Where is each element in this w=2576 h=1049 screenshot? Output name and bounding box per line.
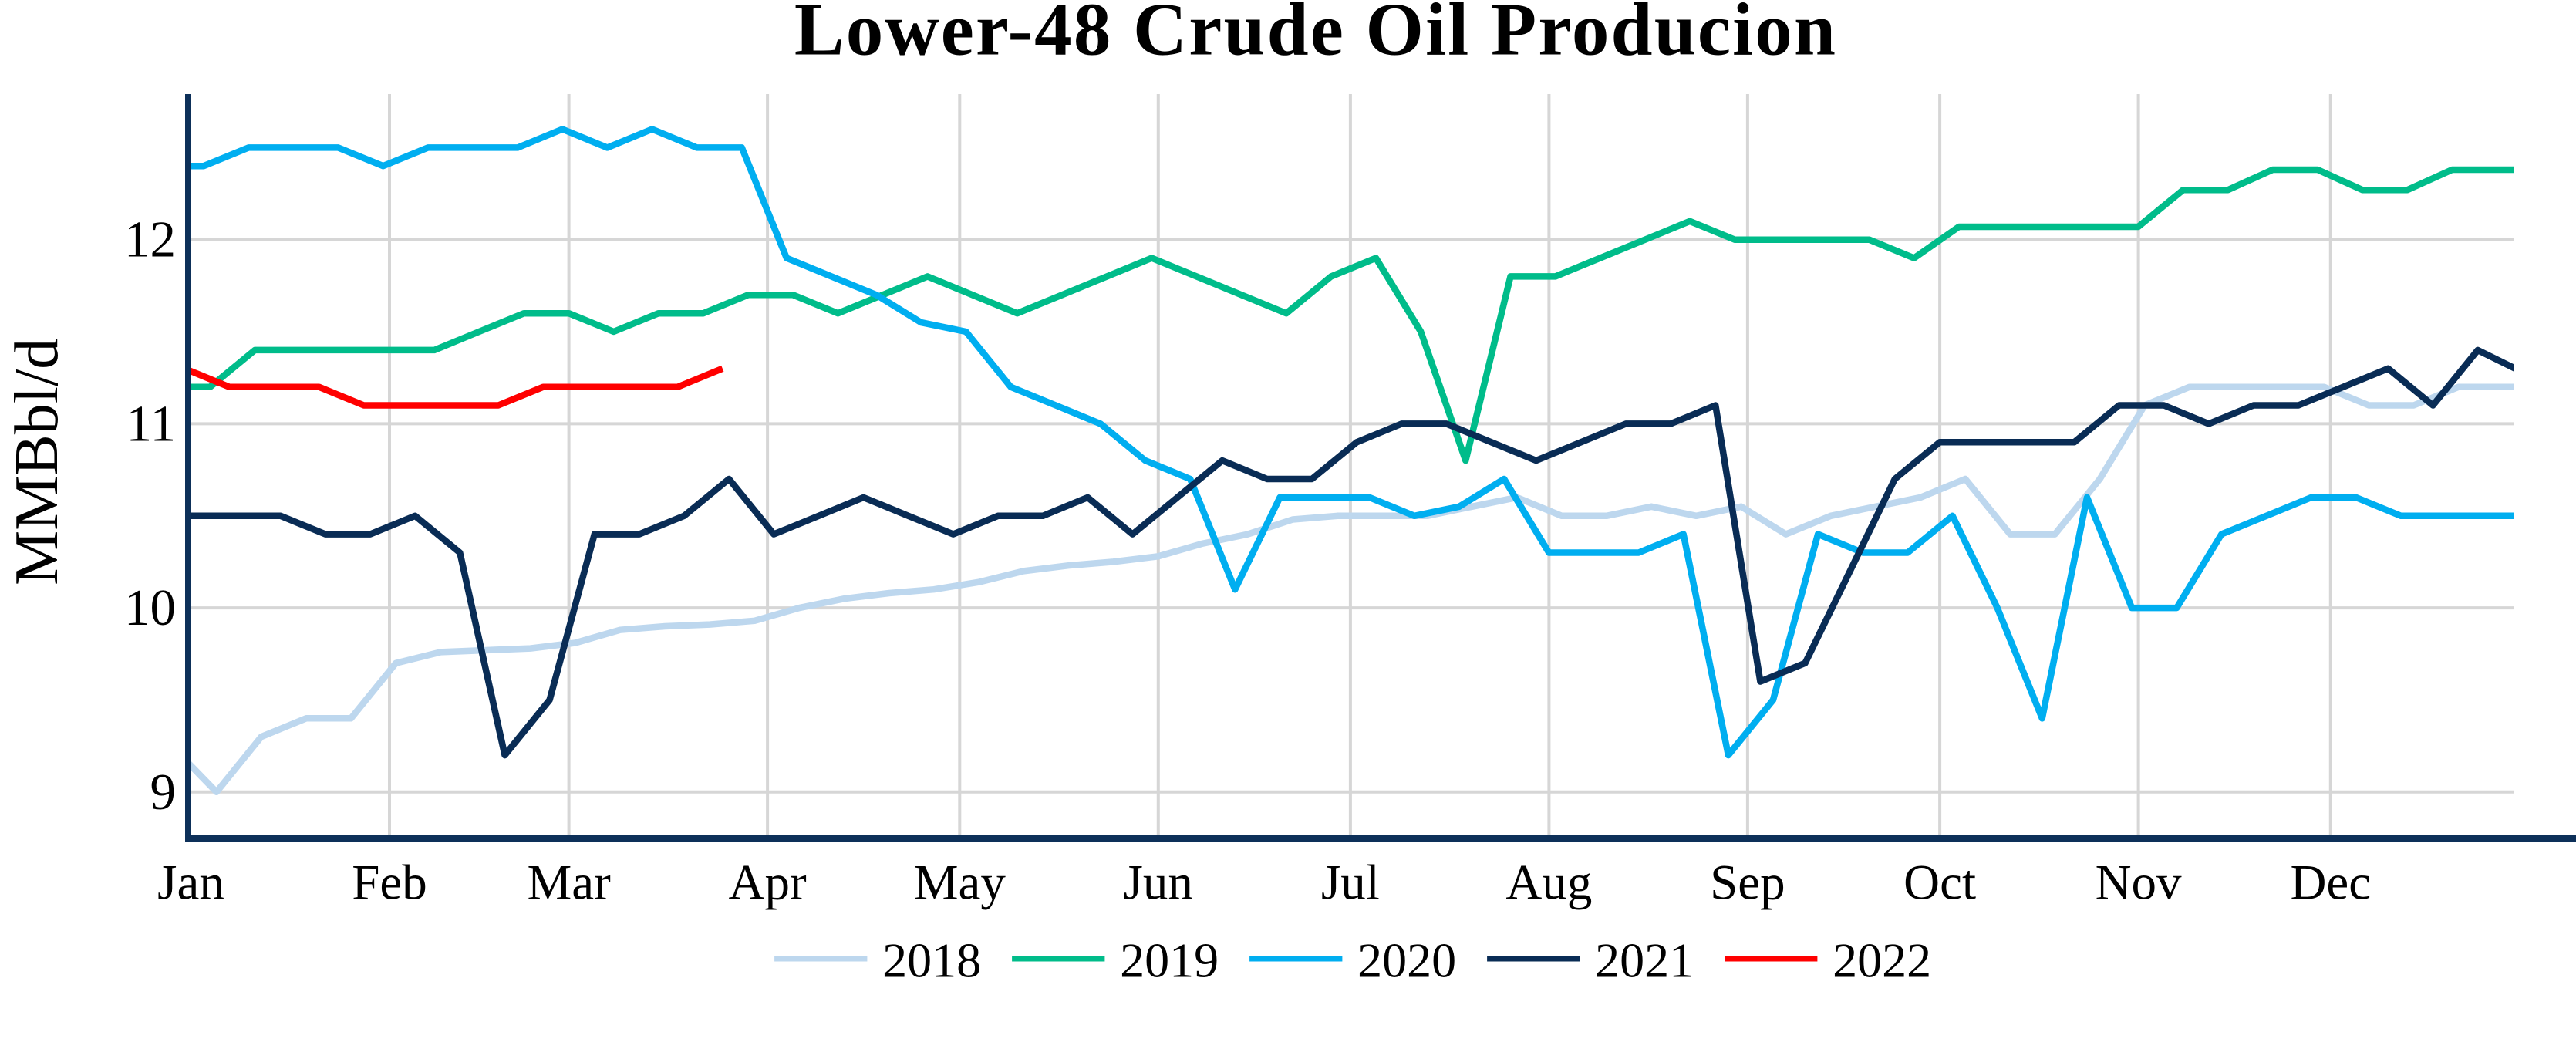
svg-text:2020: 2020 bbox=[1357, 933, 1456, 988]
svg-text:Mar: Mar bbox=[527, 855, 611, 910]
svg-text:9: 9 bbox=[150, 764, 177, 821]
svg-text:Jul: Jul bbox=[1321, 855, 1380, 910]
svg-text:Apr: Apr bbox=[729, 855, 807, 910]
svg-text:Sep: Sep bbox=[1710, 855, 1785, 910]
svg-text:Nov: Nov bbox=[2096, 855, 2182, 910]
svg-text:Dec: Dec bbox=[2290, 855, 2371, 910]
svg-text:Aug: Aug bbox=[1505, 855, 1592, 910]
svg-text:2019: 2019 bbox=[1120, 933, 1219, 988]
svg-text:2022: 2022 bbox=[1833, 933, 1931, 988]
svg-text:May: May bbox=[914, 855, 1006, 910]
svg-text:10: 10 bbox=[124, 579, 176, 636]
svg-text:Lower-48 Crude Oil Producion: Lower-48 Crude Oil Producion bbox=[794, 0, 1837, 71]
svg-text:2021: 2021 bbox=[1595, 933, 1694, 988]
svg-text:Feb: Feb bbox=[352, 855, 427, 910]
svg-text:2018: 2018 bbox=[882, 933, 981, 988]
svg-text:MMBbl/d: MMBbl/d bbox=[3, 339, 71, 585]
svg-text:Jun: Jun bbox=[1124, 855, 1193, 910]
svg-text:Jan: Jan bbox=[157, 855, 224, 910]
svg-text:11: 11 bbox=[126, 395, 176, 452]
svg-text:Oct: Oct bbox=[1903, 855, 1976, 910]
svg-text:12: 12 bbox=[124, 211, 176, 268]
